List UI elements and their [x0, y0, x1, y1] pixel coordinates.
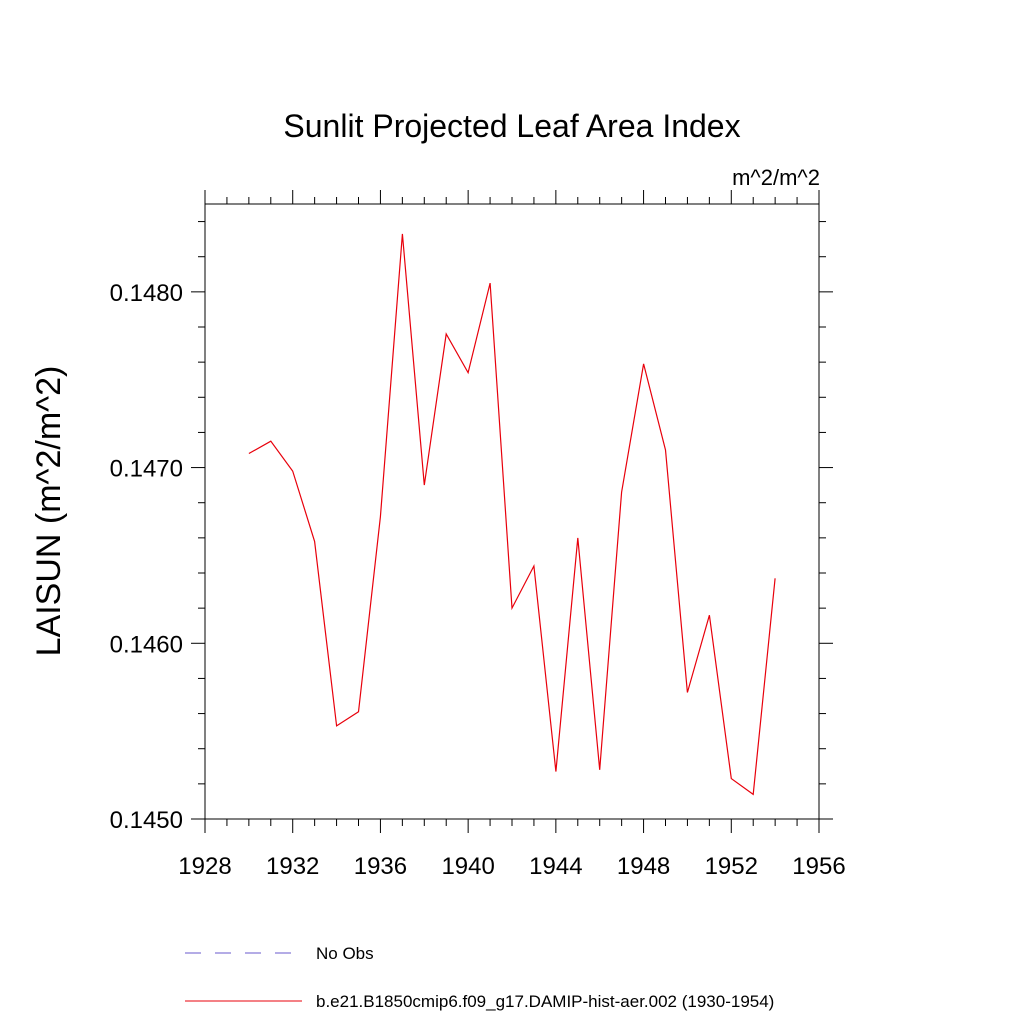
chart-title: Sunlit Projected Leaf Area Index	[283, 108, 740, 144]
axis-ticks	[191, 190, 833, 833]
series-line	[248, 233, 776, 796]
x-tick-label: 1940	[441, 853, 494, 880]
x-tick-label: 1944	[529, 853, 582, 880]
units-label: m^2/m^2	[732, 165, 820, 190]
x-tick-label: 1952	[705, 853, 758, 880]
x-tick-label: 1956	[792, 853, 845, 880]
legend-label: No Obs	[316, 944, 374, 963]
y-tick-label: 0.1480	[110, 280, 183, 307]
x-tick-label: 1936	[354, 853, 407, 880]
x-tick-label: 1928	[178, 853, 231, 880]
x-tick-label: 1948	[617, 853, 670, 880]
y-axis-label: LAISUN (m^2/m^2)	[30, 366, 68, 657]
plot-frame	[204, 203, 820, 820]
y-tick-label: 0.1450	[110, 807, 183, 834]
y-tick-label: 0.1470	[110, 456, 183, 483]
legend: No Obs b.e21.B1850cmip6.f09_g17.DAMIP-his…	[185, 944, 774, 1011]
legend-label: b.e21.B1850cmip6.f09_g17.DAMIP-hist-aer.…	[316, 992, 774, 1011]
x-tick-label: 1932	[266, 853, 319, 880]
x-tick-labels: 1928 1932 1936 1940 1944 1948 1952 1956	[178, 853, 845, 880]
y-tick-labels: 0.1450 0.1460 0.1470 0.1480	[110, 280, 183, 834]
y-tick-label: 0.1460	[110, 631, 183, 658]
data-lines	[248, 233, 776, 796]
